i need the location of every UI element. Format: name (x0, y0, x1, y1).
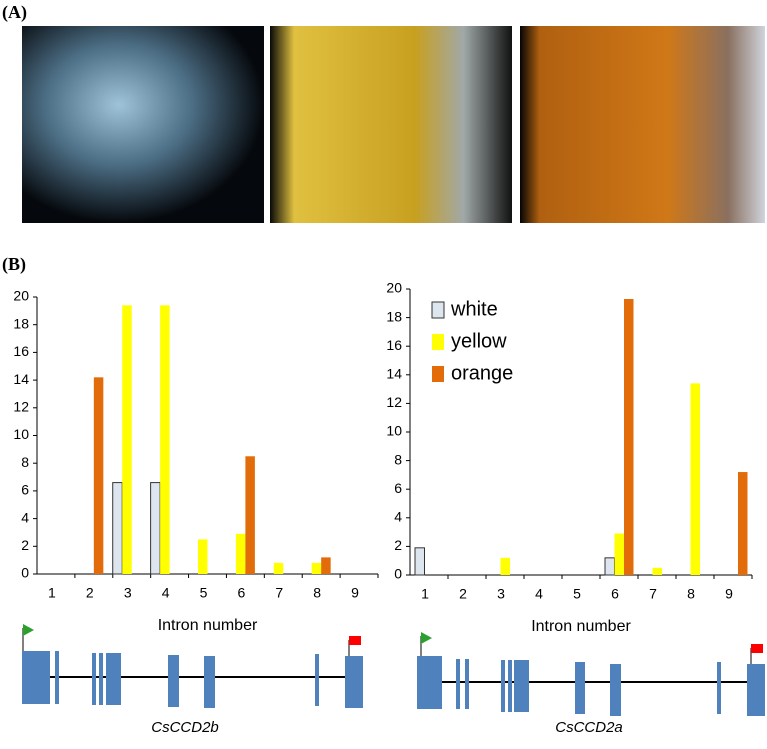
x-tick-label: 2 (86, 585, 94, 601)
x-tick-label: 8 (687, 586, 695, 602)
y-tick-label: 16 (386, 337, 402, 353)
gene-label: CsCCD2b (151, 719, 219, 736)
bar (245, 456, 255, 574)
bar (321, 557, 331, 574)
bar (160, 305, 170, 574)
gene-diagram (22, 624, 363, 708)
bar (500, 557, 510, 575)
bar (738, 472, 748, 575)
photo (520, 26, 765, 223)
x-tick-label: 8 (313, 585, 321, 601)
legend-label: yellow (451, 330, 507, 352)
x-tick-label: 4 (162, 585, 170, 601)
bar (652, 567, 662, 575)
x-tick-label: 6 (611, 586, 619, 602)
y-tick-label: 14 (386, 366, 402, 382)
x-axis-label: Intron number (531, 618, 631, 635)
bar (122, 305, 132, 574)
x-tick-label: 5 (573, 586, 581, 602)
photo (270, 26, 512, 223)
y-tick-label: 2 (21, 537, 29, 553)
bar (311, 562, 322, 574)
x-tick-label: 2 (459, 586, 467, 602)
bar (624, 299, 634, 575)
y-tick-label: 4 (21, 509, 29, 525)
legend-swatch (432, 334, 444, 350)
x-axis-label: Intron number (158, 617, 258, 634)
x-tick-label: 1 (48, 585, 56, 601)
panel-label: (B) (2, 254, 26, 275)
bar (235, 533, 246, 574)
bar (112, 482, 123, 575)
y-tick-label: 20 (13, 288, 29, 304)
y-tick-label: 6 (394, 480, 402, 496)
bar (690, 383, 700, 575)
legend-swatch (431, 301, 445, 319)
x-tick-label: 3 (124, 585, 132, 601)
y-tick-label: 8 (21, 454, 29, 470)
x-tick-label: 7 (275, 585, 283, 601)
legend-swatch (432, 366, 444, 382)
bar (198, 539, 208, 574)
bar (273, 562, 284, 574)
x-tick-label: 6 (237, 585, 245, 601)
bar (614, 533, 624, 575)
y-tick-label: 0 (21, 565, 29, 581)
legend-label: white (450, 298, 498, 320)
y-tick-label: 12 (13, 399, 29, 415)
x-tick-label: 9 (351, 585, 359, 601)
x-tick-label: 5 (200, 585, 208, 601)
x-tick-label: 9 (725, 586, 733, 602)
x-tick-label: 3 (497, 586, 505, 602)
y-tick-label: 10 (386, 423, 402, 439)
y-tick-label: 12 (386, 394, 402, 410)
gene-diagram (417, 632, 765, 716)
photo (22, 26, 264, 223)
bar (93, 377, 104, 574)
y-tick-label: 0 (394, 566, 402, 582)
y-tick-label: 18 (386, 308, 402, 324)
y-tick-label: 4 (394, 509, 402, 525)
x-tick-label: 7 (649, 586, 657, 602)
y-tick-label: 2 (394, 537, 402, 553)
y-tick-label: 20 (386, 280, 402, 296)
y-tick-label: 14 (13, 371, 29, 387)
gene-label: CsCCD2a (555, 719, 623, 736)
bar (414, 547, 425, 576)
y-tick-label: 18 (13, 315, 29, 331)
x-tick-label: 1 (421, 586, 429, 602)
bar (604, 557, 615, 576)
panel-label: (A) (2, 2, 27, 23)
legend-label: orange (451, 362, 513, 384)
y-tick-label: 8 (394, 451, 402, 467)
y-tick-label: 6 (21, 482, 29, 498)
y-tick-label: 10 (13, 426, 29, 442)
y-tick-label: 16 (13, 343, 29, 359)
bar (150, 482, 161, 575)
x-tick-label: 4 (535, 586, 543, 602)
